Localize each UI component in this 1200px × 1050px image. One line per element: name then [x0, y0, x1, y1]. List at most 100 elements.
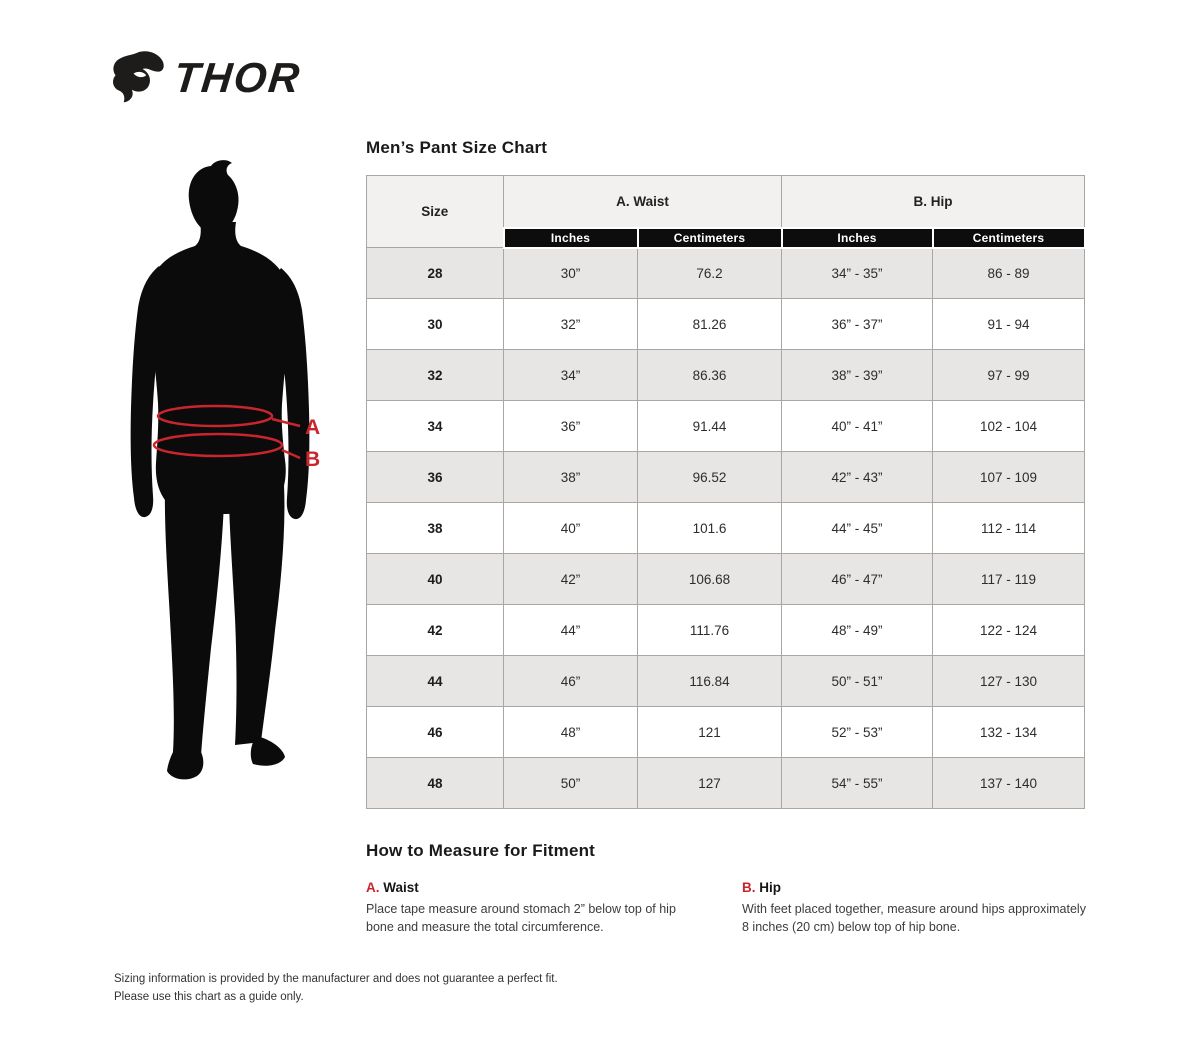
figure-label-b: B — [305, 448, 320, 471]
cell-waist-inches: 34” — [503, 349, 638, 401]
measure-name-hip: Hip — [759, 880, 782, 895]
cell-hip-inches: 44” - 45” — [781, 502, 934, 554]
cell-hip-centimeters: 97 - 99 — [932, 349, 1086, 401]
subheader-waist-inches: Inches — [502, 226, 639, 249]
page-title: Men’s Pant Size Chart — [366, 138, 548, 157]
cell-waist-inches: 40” — [503, 502, 638, 554]
cell-waist-centimeters: 121 — [636, 706, 783, 758]
cell-waist-centimeters: 101.6 — [636, 502, 783, 554]
cell-waist-inches: 48” — [503, 706, 638, 758]
measure-name-waist: Waist — [383, 880, 419, 895]
table-row: 34 36” 91.44 40” - 41” 102 - 104 — [366, 400, 1086, 452]
cell-hip-centimeters: 86 - 89 — [932, 247, 1086, 299]
cell-waist-centimeters: 111.76 — [636, 604, 783, 656]
measure-letter-a: A. — [366, 880, 380, 895]
cell-size: 30 — [366, 298, 504, 350]
how-to-measure-section: How to Measure for Fitment A. Waist Plac… — [366, 841, 1086, 936]
brand-wordmark: THOR — [171, 54, 304, 101]
cell-waist-inches: 30” — [503, 247, 638, 299]
table-row: 48 50” 127 54” - 55” 137 - 140 — [366, 757, 1086, 809]
cell-waist-inches: 42” — [503, 553, 638, 605]
cell-hip-centimeters: 132 - 134 — [932, 706, 1086, 758]
cell-hip-inches: 52” - 53” — [781, 706, 934, 758]
brand-logo: THOR — [110, 50, 304, 106]
measure-text-waist: Place tape measure around stomach 2” bel… — [366, 902, 676, 935]
table-row: 40 42” 106.68 46” - 47” 117 - 119 — [366, 553, 1086, 605]
measure-item-waist: A. Waist Place tape measure around stoma… — [366, 880, 706, 936]
measure-letter-b: B. — [742, 880, 756, 895]
table-row: 32 34” 86.36 38” - 39” 97 - 99 — [366, 349, 1086, 401]
cell-waist-inches: 46” — [503, 655, 638, 707]
cell-waist-centimeters: 96.52 — [636, 451, 783, 503]
subheader-hip-inches: Inches — [780, 226, 934, 249]
cell-hip-centimeters: 107 - 109 — [932, 451, 1086, 503]
table-row: 44 46” 116.84 50” - 51” 127 - 130 — [366, 655, 1086, 707]
cell-hip-centimeters: 117 - 119 — [932, 553, 1086, 605]
column-header-size: Size — [366, 175, 504, 248]
cell-waist-centimeters: 86.36 — [636, 349, 783, 401]
cell-waist-centimeters: 91.44 — [636, 400, 783, 452]
cell-size: 36 — [366, 451, 504, 503]
hip-measure-line — [152, 432, 284, 458]
cell-waist-inches: 36” — [503, 400, 638, 452]
cell-size: 38 — [366, 502, 504, 554]
column-header-hip: B. Hip — [781, 175, 1086, 228]
cell-size: 34 — [366, 400, 504, 452]
cell-size: 48 — [366, 757, 504, 809]
cell-waist-centimeters: 127 — [636, 757, 783, 809]
cell-size: 46 — [366, 706, 504, 758]
cell-hip-inches: 34” - 35” — [781, 247, 934, 299]
cell-waist-inches: 32” — [503, 298, 638, 350]
cell-hip-centimeters: 127 - 130 — [932, 655, 1086, 707]
size-chart-section: Men’s Pant Size Chart Size A. Waist B. H… — [366, 138, 1086, 809]
cell-waist-centimeters: 81.26 — [636, 298, 783, 350]
disclaimer-line-2: Please use this chart as a guide only. — [114, 990, 304, 1003]
cell-waist-inches: 44” — [503, 604, 638, 656]
cell-size: 42 — [366, 604, 504, 656]
silhouette-shapes — [130, 160, 310, 780]
subheader-hip-centimeters: Centimeters — [931, 226, 1086, 249]
cell-hip-centimeters: 102 - 104 — [932, 400, 1086, 452]
cell-hip-centimeters: 112 - 114 — [932, 502, 1086, 554]
column-header-waist: A. Waist — [502, 175, 783, 228]
cell-hip-centimeters: 122 - 124 — [932, 604, 1086, 656]
measure-label-hip: B. Hip — [742, 880, 1086, 895]
table-row: 42 44” 111.76 48” - 49” 122 - 124 — [366, 604, 1086, 656]
cell-waist-centimeters: 76.2 — [636, 247, 783, 299]
cell-waist-centimeters: 116.84 — [636, 655, 783, 707]
thor-goat-icon — [110, 50, 168, 106]
cell-size: 40 — [366, 553, 504, 605]
cell-hip-inches: 48” - 49” — [781, 604, 934, 656]
cell-hip-inches: 36” - 37” — [781, 298, 934, 350]
table-row: 36 38” 96.52 42” - 43” 107 - 109 — [366, 451, 1086, 503]
how-to-measure-title: How to Measure for Fitment — [366, 841, 596, 860]
male-silhouette-figure: A B — [103, 158, 347, 806]
waist-measure-line — [156, 404, 274, 428]
cell-waist-inches: 50” — [503, 757, 638, 809]
table-row: 28 30” 76.2 34” - 35” 86 - 89 — [366, 247, 1086, 299]
cell-hip-inches: 40” - 41” — [781, 400, 934, 452]
subheader-waist-centimeters: Centimeters — [636, 226, 783, 249]
cell-hip-inches: 42” - 43” — [781, 451, 934, 503]
measurement-lines — [152, 404, 301, 460]
table-row: 46 48” 121 52” - 53” 132 - 134 — [366, 706, 1086, 758]
cell-waist-inches: 38” — [503, 451, 638, 503]
cell-waist-centimeters: 106.68 — [636, 553, 783, 605]
sizing-disclaimer: Sizing information is provided by the ma… — [114, 971, 558, 1007]
size-chart-table: Size A. Waist B. Hip Inches Centimeters … — [366, 175, 1086, 809]
cell-size: 44 — [366, 655, 504, 707]
cell-hip-inches: 46” - 47” — [781, 553, 934, 605]
measure-item-hip: B. Hip With feet placed together, measur… — [742, 880, 1086, 936]
cell-hip-inches: 54” - 55” — [781, 757, 934, 809]
cell-hip-inches: 38” - 39” — [781, 349, 934, 401]
measure-text-hip: With feet placed together, measure aroun… — [742, 902, 1086, 935]
table-row: 30 32” 81.26 36” - 37” 91 - 94 — [366, 298, 1086, 350]
cell-size: 32 — [366, 349, 504, 401]
figure-label-a: A — [305, 416, 320, 439]
measure-label-waist: A. Waist — [366, 880, 706, 895]
disclaimer-line-1: Sizing information is provided by the ma… — [114, 973, 558, 985]
table-row: 38 40” 101.6 44” - 45” 112 - 114 — [366, 502, 1086, 554]
cell-size: 28 — [366, 247, 504, 299]
cell-hip-centimeters: 137 - 140 — [932, 757, 1086, 809]
